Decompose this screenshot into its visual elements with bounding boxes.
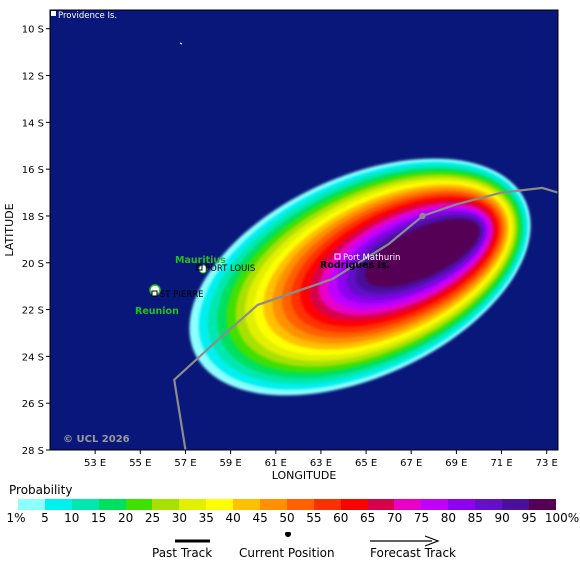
place-port-louis: PORT LOUIS (205, 264, 255, 274)
lon-tick-label: 63 E (310, 458, 332, 469)
lat-tick-label: 20 S (22, 259, 44, 270)
colorbar-label: 80 (440, 511, 457, 525)
colorbar-label: 90 (494, 511, 510, 525)
copyright-label: © UCL 2026 (63, 434, 130, 445)
colorbar-swatch (448, 499, 476, 510)
track-key: Past Track Current Position Forecast Tra… (0, 532, 580, 566)
island-reunion: Reunion (135, 306, 179, 317)
land-features (51, 11, 341, 297)
probability-contour (364, 219, 480, 287)
colorbar-swatch (475, 499, 503, 510)
place-port-mathurin: Port Mathurin (343, 253, 400, 263)
colorbar-label: 60 (333, 511, 349, 525)
colorbar-swatch (206, 499, 234, 510)
colorbar-swatch (394, 499, 422, 510)
colorbar-swatch (502, 499, 529, 510)
lon-tick-label: 73 E (536, 458, 558, 469)
colorbar-labels: 1% 5 10 15 20 25 30 35 40 45 50 55 60 65 70 75 80 85 90 95 1… (0, 511, 580, 525)
colorbar-label: 100% (544, 511, 580, 525)
strike-probability-map: 53 E 55 E 57 E 59 E 61 E 63 E 65 E 67 E 69 E 71 E… (3, 9, 559, 480)
current-position-swatch (285, 532, 291, 537)
lon-tick-label: 53 E (84, 458, 106, 469)
colorbar-swatch (179, 499, 207, 510)
colorbar-label: 15 (91, 511, 107, 525)
colorbar-label: 75 (413, 511, 430, 525)
lon-tick-label: 71 E (490, 458, 512, 469)
colorbar-label: 65 (360, 511, 376, 525)
y-axis-title: LATITUDE (3, 203, 16, 256)
lon-tick-label: 61 E (265, 458, 287, 469)
past-track-label: Past Track (152, 546, 213, 560)
lat-tick-label: 26 S (22, 399, 44, 410)
colorbar-label: 50 (279, 511, 295, 525)
colorbar-label: 95 (521, 511, 537, 525)
lat-tick-label: 24 S (22, 352, 44, 363)
lon-tick-label: 69 E (445, 458, 467, 469)
mauritius-island (198, 264, 208, 274)
colorbar-label: 1% (6, 511, 26, 525)
colorbar-label: 40 (225, 511, 241, 525)
colorbar-label: 20 (117, 511, 134, 525)
forecast-arrow-icon (424, 535, 440, 547)
colorbar-swatch (98, 499, 126, 510)
lat-tick-label: 18 S (22, 212, 44, 223)
probability-swath (189, 158, 531, 396)
place-st-pierre: ST PIERRE (160, 290, 203, 300)
lon-tick-label: 67 E (400, 458, 422, 469)
port-louis-marker (196, 264, 203, 271)
colorbar-swatch (233, 499, 261, 510)
legend-title: Probability (9, 483, 73, 497)
colorbar-label: 35 (198, 511, 214, 525)
colorbar-swatch (286, 499, 314, 510)
forecast-track-line (173, 186, 558, 450)
colorbar-label: 10 (64, 511, 80, 525)
providence-marker (51, 11, 56, 16)
lat-tick-label: 12 S (22, 72, 44, 83)
colorbar-swatch (44, 499, 72, 510)
x-axis-title: LONGITUDE (272, 469, 337, 480)
probability-colorbar (18, 499, 556, 510)
colorbar-swatch (367, 499, 395, 510)
colorbar-label: 70 (386, 511, 403, 525)
colorbar-swatch (125, 499, 153, 510)
colorbar-label: 30 (171, 511, 188, 525)
lat-tick-label: 16 S (22, 165, 44, 176)
lon-tick-label: 57 E (174, 458, 196, 469)
port-mathurin-marker (334, 253, 341, 260)
plot-frame (49, 9, 559, 451)
lat-tick-label: 14 S (22, 118, 44, 129)
place-providence: Providence Is. (58, 11, 117, 21)
colorbar-label: 55 (306, 511, 322, 525)
colorbar-swatch (421, 499, 449, 510)
forecast-track-label: Forecast Track (370, 546, 456, 560)
island-rodrigues: Rodrigues Is. (320, 260, 390, 271)
colorbar-swatch (260, 499, 287, 510)
colorbar-swatch (313, 499, 341, 510)
storm-track (173, 186, 558, 450)
colorbar-label: 45 (252, 511, 268, 525)
island-speck (179, 42, 183, 45)
lat-tick-label: 28 S (22, 446, 44, 457)
lon-tick-label: 65 E (355, 458, 377, 469)
current-position-marker (419, 212, 426, 220)
colorbar-swatch (528, 499, 556, 510)
lat-tick-label: 10 S (22, 25, 44, 36)
axis-ticks: 53 E 55 E 57 E 59 E 61 E 63 E 65 E 67 E 69 E 71 E… (22, 25, 558, 469)
colorbar-label: 85 (467, 511, 483, 525)
colorbar-swatch (152, 499, 180, 510)
current-position-label: Current Position (239, 546, 335, 560)
lon-tick-label: 55 E (129, 458, 151, 469)
colorbar-swatch (71, 499, 99, 510)
st-pierre-marker (151, 290, 158, 297)
lon-tick-label: 59 E (220, 458, 242, 469)
colorbar-swatch (18, 499, 45, 510)
colorbar-swatch (340, 499, 368, 510)
colorbar-label: 5 (41, 511, 49, 525)
lat-tick-label: 22 S (22, 306, 44, 317)
colorbar-label: 25 (144, 511, 161, 525)
island-mauritius: Mauritius (175, 255, 226, 266)
probability-legend: Probability 1% 5 10 15 20 25 30 35 40 45 50 55 60 65 7… (0, 480, 580, 569)
